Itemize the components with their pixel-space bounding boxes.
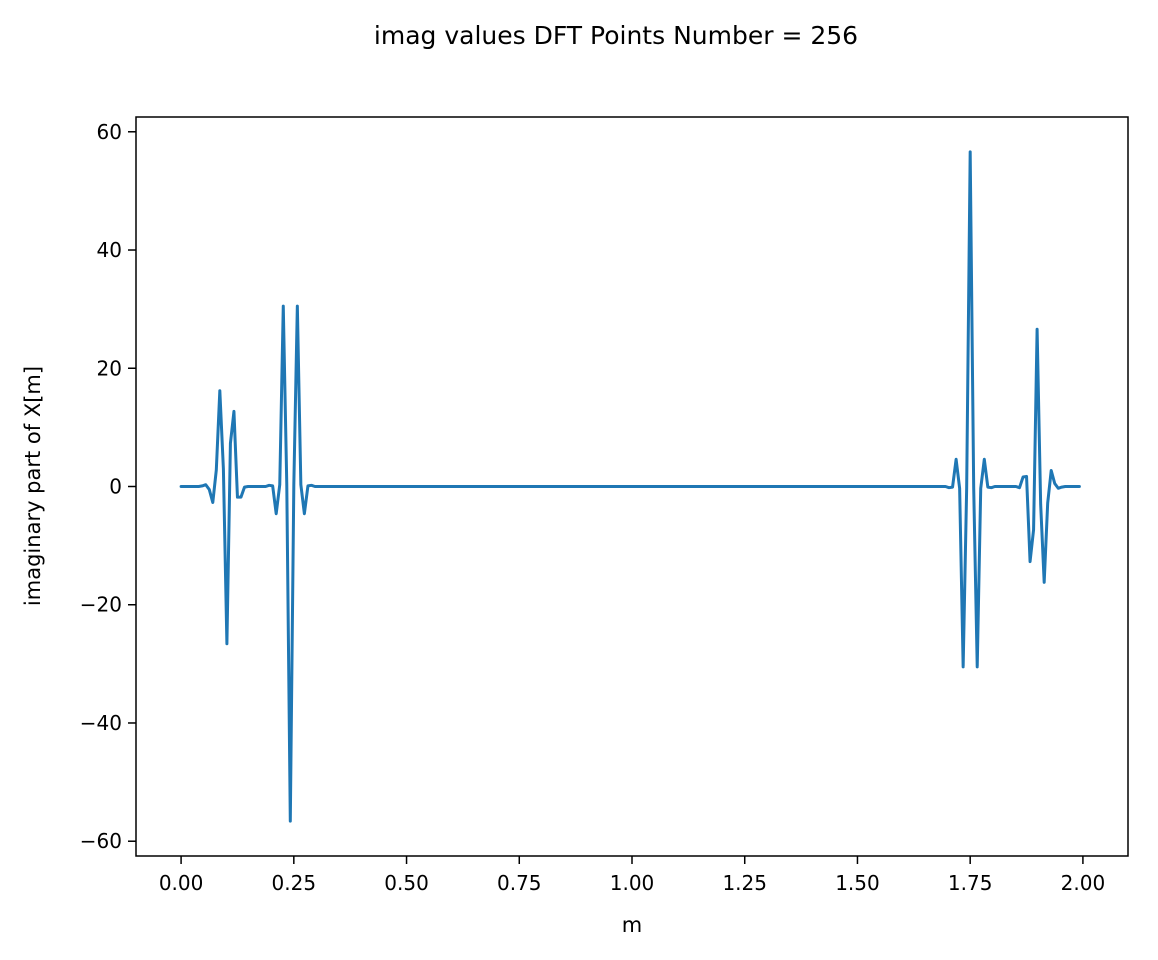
x-axis-label: m xyxy=(622,913,642,937)
x-tick-label: 1.50 xyxy=(835,871,880,895)
y-axis-label: imaginary part of X[m] xyxy=(21,366,45,606)
y-axis: −60 −40 −20 0 20 40 60 xyxy=(80,120,136,853)
x-axis: 0.00 0.25 0.50 0.75 1.00 1.25 1.50 1.75 2.00 xyxy=(159,856,1105,895)
x-tick-label: 0.50 xyxy=(384,871,429,895)
y-tick-label: −40 xyxy=(80,711,122,735)
y-tick-label: 40 xyxy=(97,238,122,262)
x-tick-label: 1.25 xyxy=(722,871,767,895)
x-tick-label: 2.00 xyxy=(1061,871,1106,895)
y-tick-label: 20 xyxy=(97,356,122,380)
series-line xyxy=(179,150,1081,823)
x-tick-label: 1.00 xyxy=(610,871,655,895)
y-tick-label: 0 xyxy=(109,475,122,499)
y-tick-label: −20 xyxy=(80,593,122,617)
x-tick-label: 0.00 xyxy=(159,871,204,895)
chart-title: imag values DFT Points Number = 256 xyxy=(374,21,858,50)
x-tick-label: 1.75 xyxy=(948,871,993,895)
plot-area xyxy=(179,150,1081,823)
y-tick-label: −60 xyxy=(80,829,122,853)
x-tick-label: 0.25 xyxy=(272,871,317,895)
y-tick-label: 60 xyxy=(97,120,122,144)
x-tick-label: 0.75 xyxy=(497,871,542,895)
